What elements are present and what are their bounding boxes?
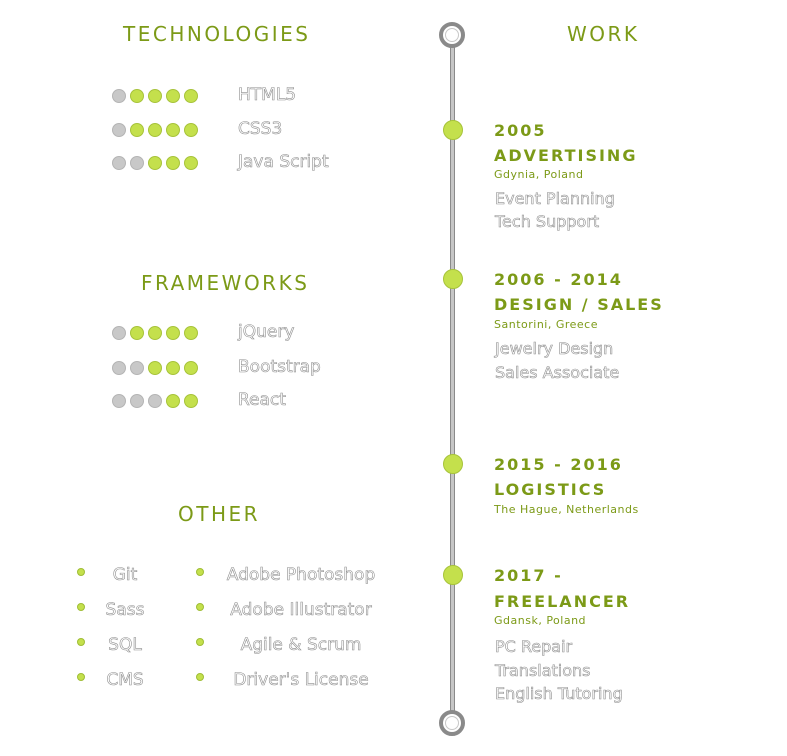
job-duty: Event Planning [495, 189, 615, 209]
job-location: Gdansk, Poland [494, 614, 587, 627]
empty-dot-icon [130, 156, 144, 170]
timeline-line [450, 44, 455, 712]
job-title: FREELANCER [494, 592, 631, 611]
filled-dot-icon [184, 361, 198, 375]
job-year: 2017 - [494, 566, 563, 585]
filled-dot-icon [148, 326, 162, 340]
filled-dot-icon [130, 123, 144, 137]
filled-dot-icon [166, 394, 180, 408]
skill-label: HTML5 [238, 85, 297, 106]
filled-dot-icon [148, 156, 162, 170]
empty-dot-icon [112, 156, 126, 170]
job-duty: PC Repair [495, 637, 573, 657]
job-title: LOGISTICS [494, 480, 607, 499]
job-title: DESIGN / SALES [494, 295, 664, 314]
filled-dot-icon [130, 89, 144, 103]
other-item: CMS [106, 670, 144, 691]
other-heading: OTHER [178, 502, 261, 526]
other-item: Driver's License [233, 670, 369, 691]
empty-dot-icon [148, 394, 162, 408]
timeline-node-icon [443, 565, 463, 585]
job-location: The Hague, Netherlands [494, 503, 639, 516]
skill-label: CSS3 [238, 119, 283, 140]
job-location: Santorini, Greece [494, 318, 598, 331]
empty-dot-icon [112, 326, 126, 340]
other-item: Adobe Photoshop [226, 565, 376, 586]
skill-label: jQuery [238, 322, 295, 343]
bullet-icon [77, 638, 85, 646]
filled-dot-icon [166, 361, 180, 375]
filled-dot-icon [166, 326, 180, 340]
filled-dot-icon [166, 123, 180, 137]
job-duty: Jewelry Design [495, 339, 614, 359]
job-duty: Sales Associate [495, 363, 620, 383]
other-item: SQL [108, 635, 142, 656]
job-duty: Translations [495, 661, 591, 681]
filled-dot-icon [148, 89, 162, 103]
filled-dot-icon [130, 326, 144, 340]
timeline-end-icon [439, 710, 465, 736]
empty-dot-icon [112, 89, 126, 103]
empty-dot-icon [112, 361, 126, 375]
technologies-heading: TECHNOLOGIES [123, 22, 311, 46]
other-item: Agile & Scrum [240, 635, 362, 656]
job-year: 2005 [494, 121, 547, 140]
job-duty: English Tutoring [495, 684, 623, 704]
job-title: ADVERTISING [494, 146, 638, 165]
timeline-start-icon [439, 22, 465, 48]
bullet-icon [77, 603, 85, 611]
filled-dot-icon [184, 89, 198, 103]
filled-dot-icon [166, 89, 180, 103]
skill-label: Java Script [238, 152, 329, 173]
frameworks-heading: FRAMEWORKS [141, 271, 310, 295]
filled-dot-icon [148, 123, 162, 137]
other-item: Sass [105, 600, 145, 621]
timeline-node-icon [443, 454, 463, 474]
bullet-icon [77, 673, 85, 681]
empty-dot-icon [112, 123, 126, 137]
bullet-icon [196, 568, 204, 576]
work-heading: WORK [567, 22, 640, 46]
empty-dot-icon [130, 394, 144, 408]
bullet-icon [196, 638, 204, 646]
bullet-icon [196, 603, 204, 611]
skill-label: Bootstrap [238, 357, 321, 378]
empty-dot-icon [112, 394, 126, 408]
bullet-icon [196, 673, 204, 681]
filled-dot-icon [184, 394, 198, 408]
filled-dot-icon [184, 156, 198, 170]
job-year: 2015 - 2016 [494, 455, 623, 474]
other-item: Adobe Illustrator [230, 600, 372, 621]
filled-dot-icon [166, 156, 180, 170]
timeline-node-icon [443, 269, 463, 289]
filled-dot-icon [184, 326, 198, 340]
timeline-node-icon [443, 120, 463, 140]
filled-dot-icon [148, 361, 162, 375]
empty-dot-icon [130, 361, 144, 375]
bullet-icon [77, 568, 85, 576]
job-location: Gdynia, Poland [494, 168, 584, 181]
filled-dot-icon [184, 123, 198, 137]
other-item: Git [112, 565, 138, 586]
job-duty: Tech Support [495, 212, 600, 232]
job-year: 2006 - 2014 [494, 270, 623, 289]
skill-label: React [238, 390, 287, 411]
